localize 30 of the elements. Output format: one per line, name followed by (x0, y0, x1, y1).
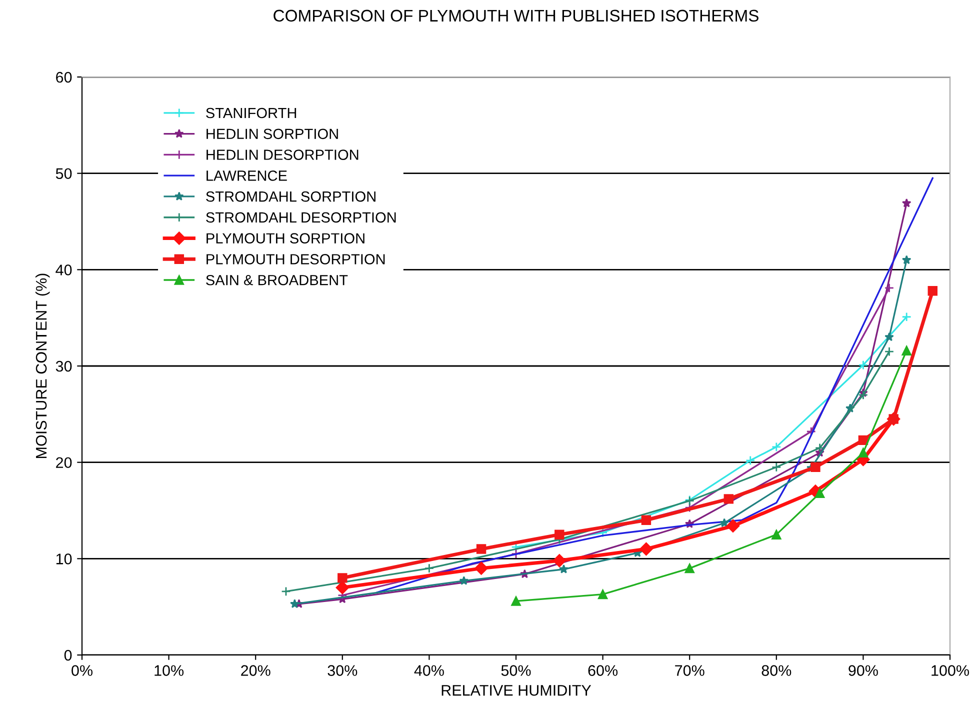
x-tick-label: 100% (932, 665, 969, 676)
legend-label: HEDLIN DESORPTION (206, 150, 358, 160)
legend-label: STROMDAHL SORPTION (206, 191, 376, 202)
y-tick-label: 30 (56, 360, 72, 372)
y-tick-label: 50 (56, 168, 72, 180)
x-tick-label: 60% (588, 665, 618, 676)
x-tick-label: 90% (848, 665, 878, 676)
y-tick-label: 0 (64, 650, 72, 661)
legend-label: STANIFORTH (206, 108, 296, 118)
x-tick-label: 50% (501, 665, 531, 676)
x-tick-label: 20% (241, 665, 270, 676)
x-axis-title: RELATIVE HUMIDITY (442, 685, 592, 696)
y-tick-label: 10 (56, 554, 72, 564)
legend-label: SAIN & BROADBENT (206, 274, 348, 286)
x-tick-label: 10% (154, 665, 184, 676)
x-tick-label: 40% (414, 665, 444, 676)
legend-label: PLYMOUTH DESORPTION (206, 254, 385, 264)
y-tick-label: 40 (56, 264, 72, 276)
chart-title: COMPARISON OF PLYMOUTH WITH PUBLISHED ISOTHERMS (274, 10, 758, 22)
x-tick-label: 30% (328, 665, 358, 676)
y-tick-label: 20 (56, 457, 72, 468)
x-tick-label: 80% (762, 665, 792, 676)
legend-label: HEDLIN SORPTION (206, 128, 338, 140)
y-axis-title: MOISTURE CONTENT (%) (35, 274, 50, 458)
y-tick-label: 60 (56, 72, 72, 83)
x-tick-label: 0% (72, 665, 92, 676)
legend-label: LAWRENCE (206, 170, 287, 181)
legend-label: STROMDAHL DESORPTION (206, 212, 396, 223)
legend-label: PLYMOUTH SORPTION (206, 233, 364, 244)
x-tick-label: 70% (675, 665, 704, 676)
